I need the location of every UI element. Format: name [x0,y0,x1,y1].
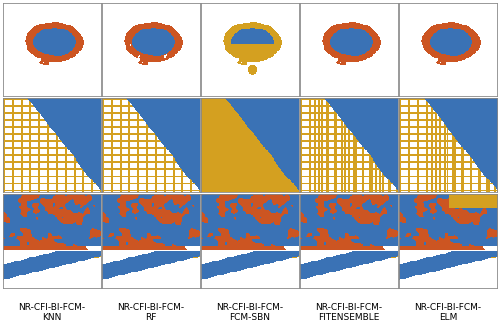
Text: NR-CFI-BI-FCM-
FITENSEMBLE: NR-CFI-BI-FCM- FITENSEMBLE [316,303,382,322]
Text: NR-CFI-BI-FCM-
FCM-SBN: NR-CFI-BI-FCM- FCM-SBN [216,303,284,322]
Text: NR-CFI-BI-FCM-
KNN: NR-CFI-BI-FCM- KNN [18,303,86,322]
Text: NR-CFI-BI-FCM-
ELM: NR-CFI-BI-FCM- ELM [414,303,482,322]
Text: NR-CFI-BI-FCM-
RF: NR-CFI-BI-FCM- RF [118,303,184,322]
